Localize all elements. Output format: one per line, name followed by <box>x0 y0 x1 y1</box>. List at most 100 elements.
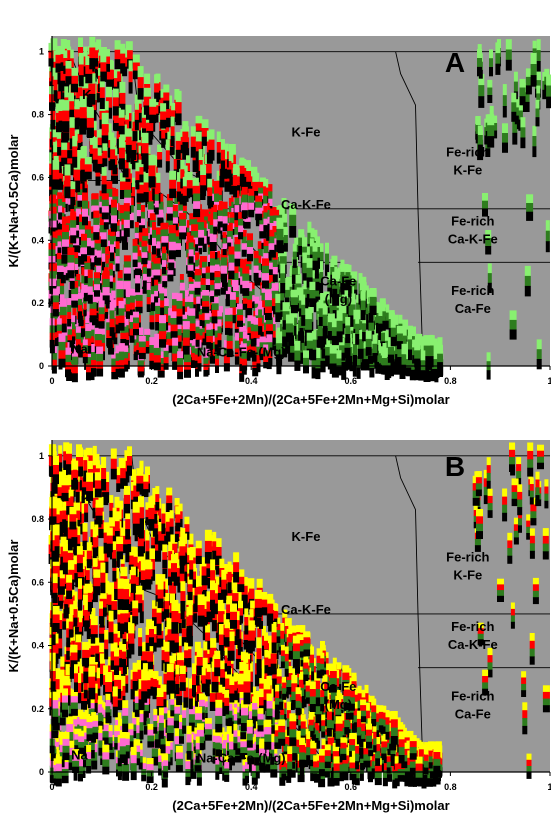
data-marker <box>82 201 88 210</box>
data-marker <box>252 173 259 183</box>
data-marker <box>242 281 249 289</box>
data-marker <box>52 170 59 180</box>
data-marker <box>214 265 219 272</box>
data-marker <box>159 323 166 332</box>
data-marker <box>120 44 125 54</box>
data-marker <box>213 212 217 220</box>
data-marker <box>110 244 114 253</box>
data-marker <box>62 217 66 226</box>
data-marker <box>52 179 59 189</box>
data-marker <box>133 253 138 260</box>
data-marker <box>162 276 167 282</box>
data-marker <box>135 233 139 239</box>
data-marker <box>255 214 262 221</box>
data-marker <box>102 113 109 125</box>
data-marker <box>54 90 58 101</box>
data-marker <box>209 150 215 161</box>
data-marker <box>520 127 525 138</box>
data-marker <box>197 222 204 230</box>
data-marker <box>531 75 537 87</box>
data-marker <box>70 117 75 128</box>
data-marker <box>372 335 377 345</box>
data-marker <box>54 80 58 91</box>
region-label: Fe-rich <box>451 283 494 298</box>
data-marker <box>67 263 74 271</box>
data-marker <box>487 352 491 361</box>
data-marker <box>115 40 121 50</box>
data-marker <box>63 50 67 58</box>
data-marker <box>78 293 82 300</box>
data-marker <box>196 304 200 312</box>
data-marker <box>230 300 236 308</box>
data-marker <box>182 142 188 153</box>
data-marker <box>235 252 241 260</box>
data-marker <box>478 85 484 97</box>
data-marker <box>294 341 300 351</box>
data-marker <box>124 346 128 353</box>
data-marker <box>155 306 160 315</box>
data-marker <box>248 189 254 197</box>
data-marker <box>206 336 211 343</box>
data-marker <box>536 109 540 118</box>
data-marker <box>162 267 166 274</box>
data-marker <box>49 271 56 279</box>
data-marker <box>144 183 149 193</box>
data-marker <box>341 261 345 273</box>
data-marker <box>526 212 533 221</box>
data-marker <box>242 210 248 218</box>
data-marker <box>223 238 227 244</box>
data-marker <box>147 297 151 305</box>
data-marker <box>526 194 533 203</box>
data-marker <box>247 247 253 254</box>
data-marker <box>87 118 94 128</box>
data-marker <box>102 158 107 166</box>
data-marker <box>154 355 161 363</box>
data-marker <box>244 222 251 229</box>
data-marker <box>198 363 202 371</box>
data-marker <box>234 219 238 227</box>
data-marker <box>129 60 133 71</box>
data-marker <box>254 258 259 266</box>
data-marker <box>248 203 254 211</box>
data-marker <box>79 54 84 65</box>
data-marker <box>61 255 68 264</box>
data-marker <box>223 224 228 232</box>
data-marker <box>355 314 359 325</box>
data-marker <box>133 55 140 64</box>
data-marker <box>189 249 194 256</box>
data-marker <box>65 369 71 377</box>
data-marker <box>255 202 262 209</box>
data-marker <box>102 184 107 193</box>
data-marker <box>368 321 374 332</box>
data-marker <box>154 258 161 264</box>
data-marker <box>138 66 144 78</box>
data-marker <box>154 296 158 302</box>
data-marker <box>286 333 293 343</box>
data-marker <box>372 344 377 354</box>
data-marker <box>248 196 254 204</box>
data-marker <box>345 317 350 326</box>
data-marker <box>301 305 305 316</box>
data-marker <box>53 309 59 316</box>
data-marker <box>276 240 283 252</box>
data-marker <box>240 174 245 183</box>
data-marker <box>300 328 304 339</box>
data-marker <box>168 263 174 271</box>
data-marker <box>337 350 342 359</box>
data-marker <box>137 216 141 223</box>
data-marker <box>102 151 107 159</box>
region-label: K-Fe <box>453 163 482 178</box>
data-marker <box>202 307 209 313</box>
data-marker <box>143 274 147 281</box>
data-marker <box>372 353 377 363</box>
data-marker <box>532 136 536 147</box>
data-marker <box>52 366 57 373</box>
data-marker <box>291 305 298 313</box>
data-marker <box>403 336 407 345</box>
data-marker <box>135 163 139 172</box>
data-marker <box>80 107 87 119</box>
data-marker <box>90 309 97 316</box>
data-marker <box>477 49 482 58</box>
